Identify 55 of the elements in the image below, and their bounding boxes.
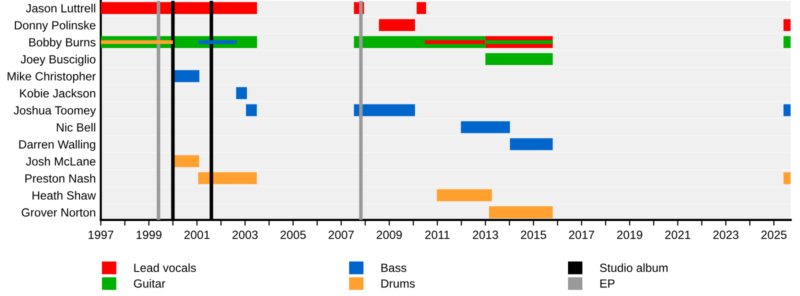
x-tick-label: 2017: [569, 230, 594, 240]
y-tick-label: Jason Luttrell: [26, 4, 96, 12]
x-tick-label: 1997: [88, 230, 114, 240]
x-tick-label: 2007: [328, 230, 354, 240]
x-tick-label: 2013: [472, 230, 498, 240]
bar: [460, 121, 510, 134]
bar: [198, 40, 237, 44]
bar: [784, 104, 791, 116]
y-tick-label: Preston Nash: [25, 174, 96, 183]
bar: [378, 19, 415, 32]
bar: [424, 40, 485, 44]
bar: [489, 206, 553, 218]
x-tick-label: 2025: [761, 230, 787, 240]
legend-label: Studio album: [600, 263, 668, 272]
legend-label: Drums: [381, 279, 415, 288]
y-tick-label: Mike Christopher: [8, 72, 96, 83]
bar: [172, 155, 200, 168]
bar: [354, 104, 415, 116]
y-tick-label: Kobie Jackson: [20, 88, 96, 98]
bar: [485, 53, 553, 66]
bar: [198, 172, 257, 184]
x-tick-label: 2011: [425, 230, 450, 240]
y-tick-label: Josh McLane: [26, 156, 96, 166]
y-tick-label: Nic Bell: [56, 122, 96, 132]
legend-label: Bass: [381, 264, 406, 272]
bar: [784, 172, 791, 184]
x-tick-label: 2001: [184, 230, 210, 240]
x-tick-label: 1999: [136, 230, 162, 240]
y-tick-label: Joshua Toomey: [14, 106, 96, 117]
legend-label: EP: [600, 279, 615, 288]
x-tick-label: 2003: [232, 230, 258, 240]
x-tick-label: 2021: [665, 230, 690, 240]
bar: [246, 104, 257, 116]
y-tick-label: Donny Polinske: [14, 20, 96, 32]
x-tick-label: 2005: [280, 230, 306, 240]
bar: [416, 2, 426, 14]
bar: [784, 19, 791, 32]
bar: [236, 87, 247, 100]
bar: [100, 2, 258, 14]
y-tick-label: Bobby Burns: [29, 38, 96, 49]
y-tick-label: Heath Shaw: [32, 190, 96, 200]
legend-label: Guitar: [134, 279, 166, 288]
y-tick-label: Grover Norton: [22, 208, 96, 217]
bar: [510, 138, 553, 150]
x-tick-label: 2023: [713, 230, 738, 240]
legend-label: Lead vocals: [134, 263, 196, 272]
y-tick-label: Joey Busciglio: [20, 54, 96, 66]
x-tick-label: 2015: [520, 230, 546, 240]
y-tick-label: Darren Walling: [19, 140, 96, 151]
bar: [784, 36, 791, 48]
bar: [172, 70, 200, 82]
bar: [100, 40, 173, 44]
bar: [436, 189, 492, 202]
x-tick-label: 2019: [617, 230, 642, 240]
x-tick-label: 2009: [376, 230, 402, 240]
